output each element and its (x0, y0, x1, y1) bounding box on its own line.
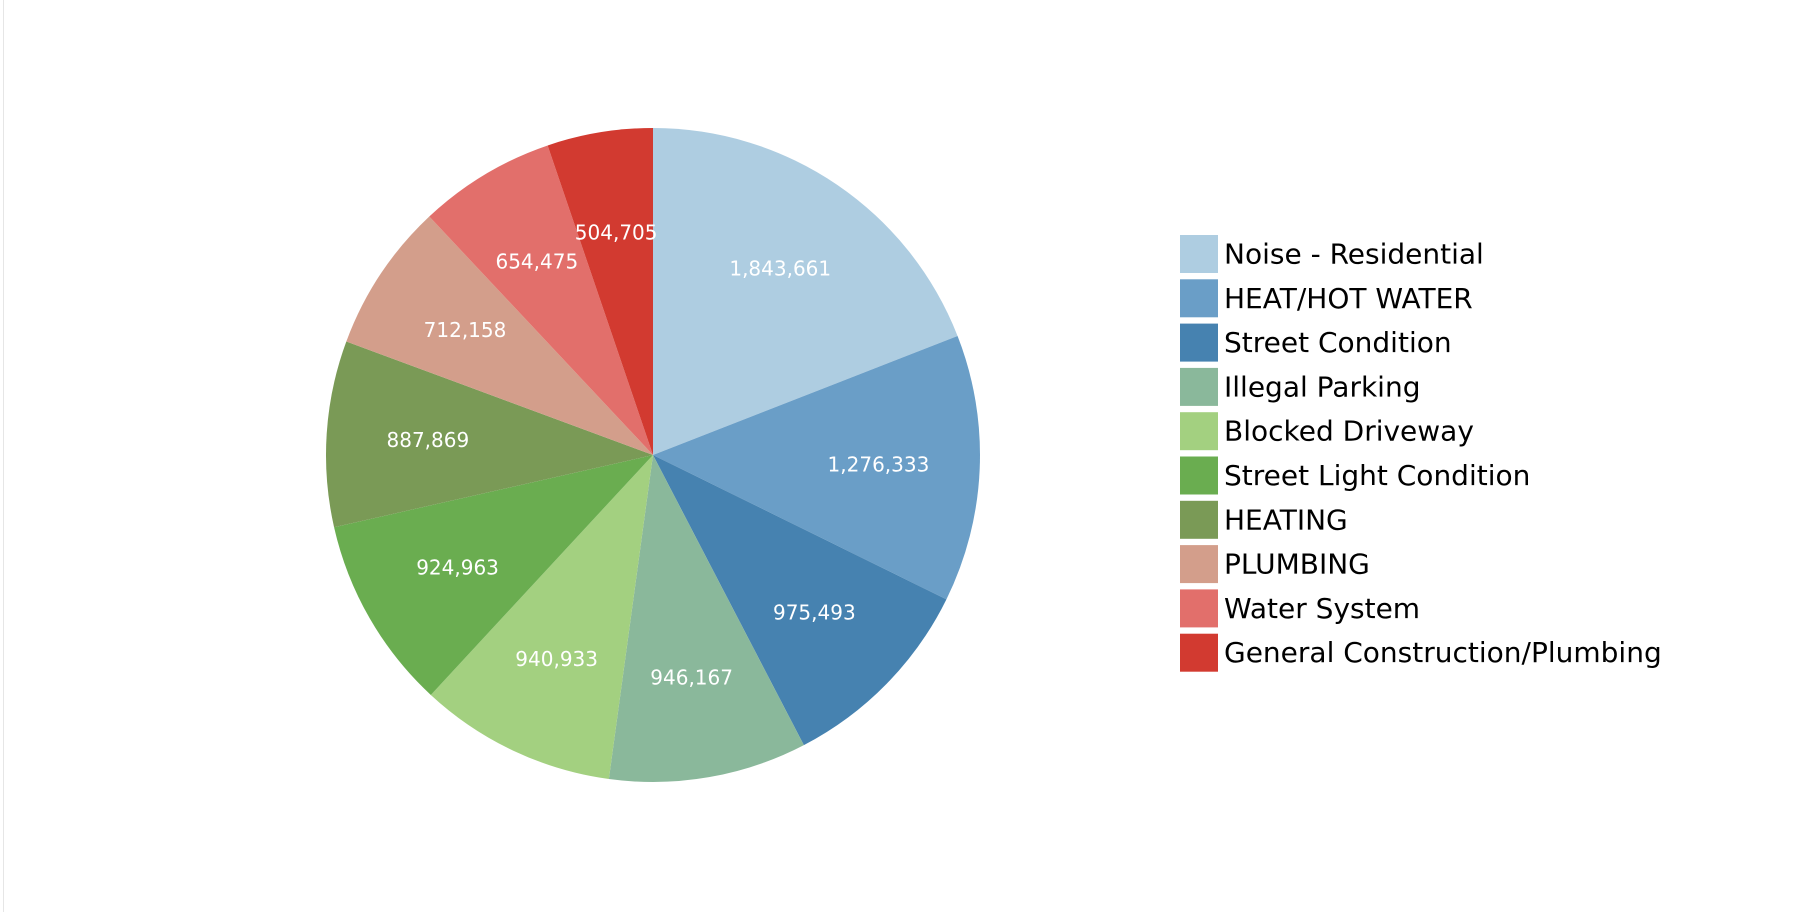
legend-label: Blocked Driveway (1224, 415, 1474, 448)
legend-label: Water System (1224, 592, 1420, 625)
legend-swatch (1180, 235, 1218, 273)
legend-swatch (1180, 456, 1218, 495)
legend-item-heat-hot-water[interactable]: HEAT/HOT WATER (1180, 279, 1473, 318)
pie-slice-heating[interactable] (326, 341, 653, 528)
pie-slice-heat-hot-water[interactable] (653, 336, 980, 600)
legend-swatch (1180, 589, 1218, 628)
legend-item-blocked-driveway[interactable]: Blocked Driveway (1180, 412, 1474, 451)
legend-swatch (1180, 367, 1218, 406)
legend-label: Illegal Parking (1224, 370, 1420, 403)
pie-slice-street-light-condition[interactable] (334, 455, 653, 695)
legend-swatch (1180, 633, 1218, 672)
legend-swatch (1180, 500, 1218, 539)
legend-label: HEATING (1224, 503, 1348, 536)
legend-item-street-condition[interactable]: Street Condition (1180, 323, 1452, 362)
pie-slice-general-construction-plumbing[interactable] (547, 128, 653, 455)
slice-value-label: 887,869 (387, 428, 470, 452)
slice-value-label: 1,843,661 (729, 257, 831, 281)
legend-label: Street Light Condition (1224, 459, 1530, 492)
legend: Noise - Residential HEAT/HOT WATER Street … (1180, 235, 1662, 672)
legend-swatch (1180, 412, 1218, 451)
pie-slice-water-system[interactable] (429, 145, 653, 455)
slice-value-label: 654,475 (495, 250, 578, 274)
legend-item-street-light-condition[interactable]: Street Light Condition (1180, 456, 1530, 495)
slice-value-label: 940,933 (515, 647, 598, 671)
slice-value-label: 712,158 (424, 318, 507, 342)
legend-swatch (1180, 279, 1218, 318)
legend-label: PLUMBING (1224, 548, 1370, 581)
pie-slices (326, 128, 980, 783)
slice-value-label: 975,493 (773, 601, 856, 625)
legend-swatch (1180, 323, 1218, 362)
slice-value-label: 924,963 (416, 556, 499, 580)
pie-slice-blocked-driveway[interactable] (430, 455, 653, 780)
legend-label: Street Condition (1224, 326, 1452, 359)
pie-slice-labels: 1,843,661 1,276,333 975,493 946,167 940,933 9… (387, 220, 930, 689)
legend-item-general-construction-plumbing[interactable]: General Construction/Plumbing (1180, 633, 1662, 672)
slice-value-label: 1,276,333 (828, 453, 930, 477)
slice-value-label: 946,167 (650, 665, 733, 689)
legend-item-plumbing[interactable]: PLUMBING (1180, 545, 1370, 584)
pie-slice-illegal-parking[interactable] (608, 455, 804, 783)
pie-slice-noise-residential[interactable] (653, 128, 958, 455)
chart-frame-edge (3, 0, 4, 912)
legend-item-illegal-parking[interactable]: Illegal Parking (1180, 367, 1420, 406)
legend-item-water-system[interactable]: Water System (1180, 589, 1420, 628)
legend-label: Noise - Residential (1224, 238, 1484, 271)
legend-item-noise-residential[interactable]: Noise - Residential (1180, 235, 1484, 273)
legend-label: General Construction/Plumbing (1224, 636, 1662, 669)
legend-label: HEAT/HOT WATER (1224, 282, 1473, 315)
legend-item-heating[interactable]: HEATING (1180, 500, 1348, 539)
pie-slice-plumbing[interactable] (346, 216, 653, 455)
legend-swatch (1180, 545, 1218, 584)
slice-value-label: 504,705 (575, 220, 658, 244)
pie-slice-street-condition[interactable] (653, 455, 947, 746)
